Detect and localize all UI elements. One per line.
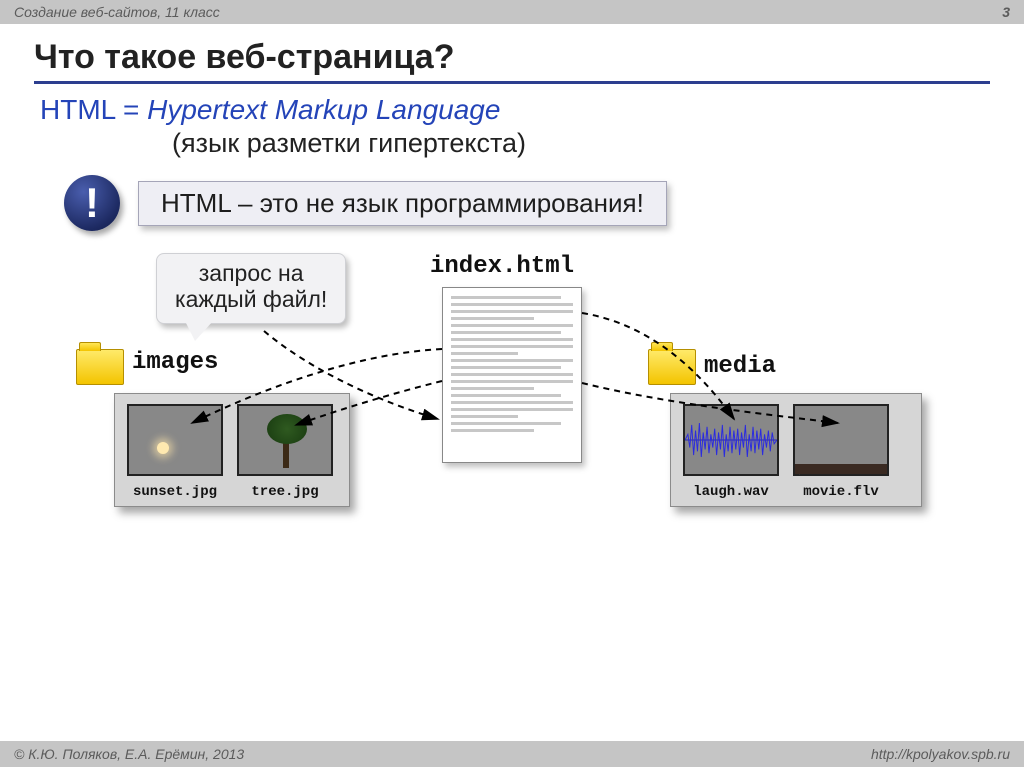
thumb-sunset: sunset.jpg <box>127 404 223 500</box>
def-lhs: HTML <box>40 94 115 125</box>
definition-translation: (язык разметки гипертекста) <box>172 128 990 159</box>
media-panel: laugh.wav movie.flv <box>670 393 922 507</box>
footer-url: http://kpolyakov.spb.ru <box>871 746 1010 762</box>
def-expansion: Hypertext Markup Language <box>147 94 500 125</box>
thumb-caption: sunset.jpg <box>133 484 217 500</box>
video-thumb-icon <box>793 404 889 476</box>
page-number: 3 <box>1002 4 1010 20</box>
slide-content: Что такое веб-страница? HTML = Hypertext… <box>0 24 1024 563</box>
thumb-caption: laugh.wav <box>693 484 769 500</box>
callout-bubble: запрос на каждый файл! <box>156 253 346 324</box>
definition-line: HTML = Hypertext Markup Language <box>40 94 990 126</box>
folder-icon-left <box>76 349 124 385</box>
copyright: © К.Ю. Поляков, Е.А. Ерёмин, 2013 <box>14 746 244 762</box>
note-box: HTML – это не язык программирования! <box>138 181 667 226</box>
top-bar: Создание веб-сайтов, 11 класс 3 <box>0 0 1024 24</box>
footer-bar: © К.Ю. Поляков, Е.А. Ерёмин, 2013 http:/… <box>0 741 1024 767</box>
exclamation-icon: ! <box>64 175 120 231</box>
diagram: запрос на каждый файл! index.html images… <box>34 253 990 563</box>
waveform-icon <box>683 404 779 476</box>
folder-label-left: images <box>132 349 212 376</box>
thumb-tree: tree.jpg <box>237 404 333 500</box>
def-eq: = <box>115 94 147 125</box>
slide-title: Что такое веб-страница? <box>34 38 990 84</box>
folder-label-right: media <box>704 353 776 380</box>
images-panel: sunset.jpg tree.jpg <box>114 393 350 507</box>
tree-image-icon <box>237 404 333 476</box>
thumb-caption: tree.jpg <box>251 484 318 500</box>
document-icon <box>442 287 582 463</box>
course-label: Создание веб-сайтов, 11 класс <box>14 4 220 20</box>
thumb-caption: movie.flv <box>803 484 879 500</box>
index-file-label: index.html <box>430 253 574 280</box>
thumb-wave: laugh.wav <box>683 404 779 500</box>
note-row: ! HTML – это не язык программирования! <box>64 175 990 231</box>
folder-icon-right <box>648 349 696 385</box>
thumb-fire: movie.flv <box>793 404 889 500</box>
sunset-image-icon <box>127 404 223 476</box>
